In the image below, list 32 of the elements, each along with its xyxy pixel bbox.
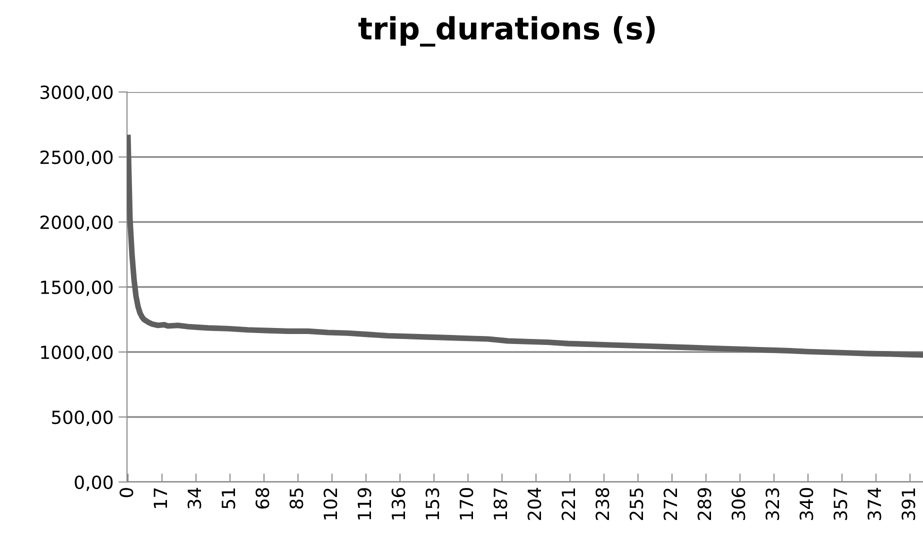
x-tick-label: 51 — [222, 488, 236, 508]
x-tick-label: 68 — [256, 488, 270, 509]
x-tick-label: 340 — [800, 488, 814, 520]
y-tick-label: 2000,00 — [40, 215, 113, 231]
x-tick-label: 391 — [902, 488, 916, 520]
x-tick-label: 85 — [290, 488, 304, 509]
x-tick-label: 221 — [562, 488, 575, 520]
x-tick-label: 374 — [868, 488, 882, 520]
y-tick-label: 1500,00 — [41, 280, 113, 296]
y-tick-label: 2500,00 — [40, 150, 113, 166]
x-tick-label: 255 — [630, 488, 644, 520]
x-tick-label: 289 — [698, 488, 712, 520]
x-tick-label: 136 — [392, 488, 406, 520]
x-tick-label: 187 — [494, 488, 508, 520]
y-tick-label: 500,00 — [52, 410, 113, 426]
x-tick-label: 119 — [358, 488, 372, 520]
x-tick-label: 357 — [834, 488, 848, 520]
x-tick-label: 170 — [460, 488, 474, 520]
x-tick-label: 34 — [188, 488, 202, 508]
y-tick-label: 0,00 — [74, 475, 113, 491]
x-tick-label: 204 — [528, 488, 542, 520]
x-tick-label: 102 — [324, 488, 338, 520]
y-tick-label: 1000,00 — [41, 345, 113, 361]
x-tick-label: 17 — [154, 488, 167, 508]
x-tick-label: 238 — [596, 488, 610, 520]
y-tick-label: 3000,00 — [40, 85, 113, 101]
x-tick-label: 153 — [426, 488, 440, 520]
chart-title: trip_durations (s) — [358, 16, 655, 47]
x-tick-label: 306 — [732, 488, 746, 520]
x-tick-label: 0 — [120, 488, 134, 498]
x-tick-label: 272 — [664, 488, 677, 520]
x-tick-label: 323 — [766, 488, 780, 520]
